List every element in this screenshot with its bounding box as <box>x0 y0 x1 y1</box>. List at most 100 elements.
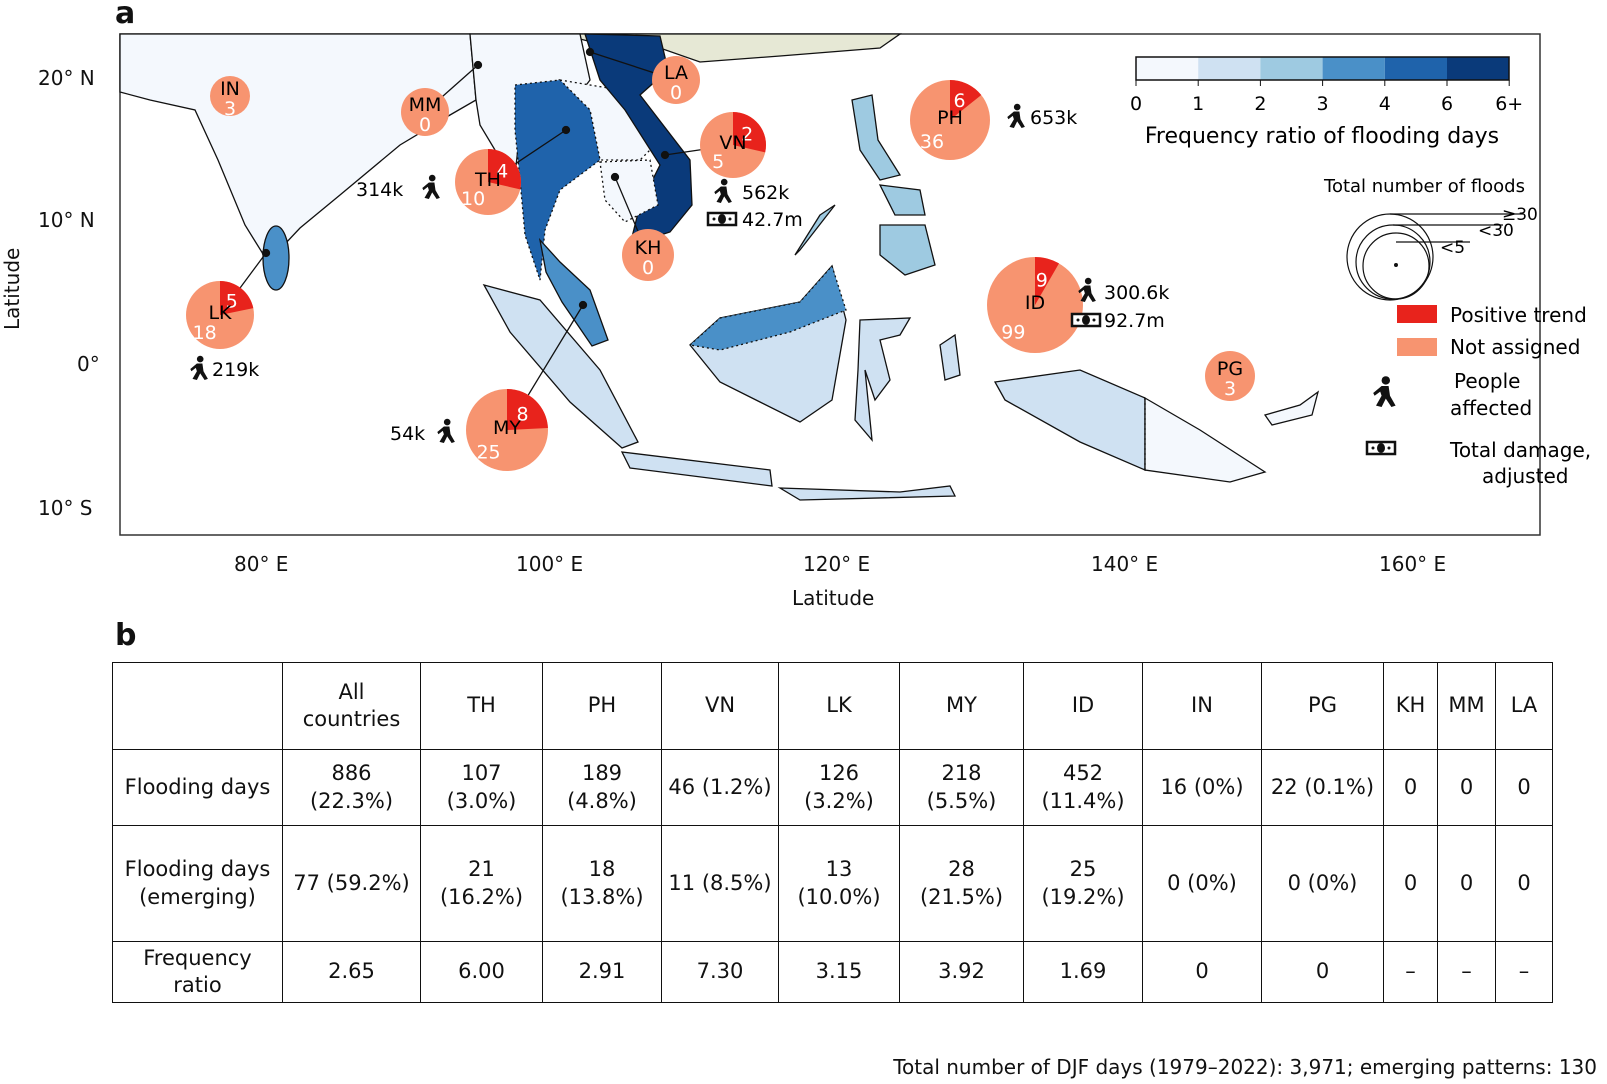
table-cell: 13 (10.0%) <box>778 825 900 942</box>
x-tick: 160° E <box>1379 552 1447 576</box>
colorbar-tick: 2 <box>1254 93 1266 115</box>
pie-kh: KH0 <box>622 229 674 281</box>
positive-count: 6 <box>953 90 965 112</box>
pie-slice-positive-trend <box>950 80 982 120</box>
table-row: Flooding days (emerging) 77 (59.2%) 21 (16… <box>112 825 1553 942</box>
table-cell: 21 (16.2%) <box>420 825 543 942</box>
size-label-lt5: <5 <box>1440 238 1465 258</box>
person-running-icon <box>437 418 455 443</box>
positive-count: 4 <box>496 161 508 183</box>
positive-count: 2 <box>741 124 753 146</box>
column-header: LK <box>778 662 900 750</box>
table-cell: – <box>1383 941 1438 1003</box>
person-running-icon <box>1373 376 1396 407</box>
table-cell: 0 <box>1383 749 1438 826</box>
column-header: All countries <box>282 662 421 750</box>
not-assigned-count: 10 <box>461 188 485 210</box>
maluku <box>939 333 961 381</box>
colorbar-tick: 4 <box>1379 93 1391 115</box>
panel-a-label: a <box>115 0 136 31</box>
country-code: ID <box>1025 292 1045 314</box>
country-code: VN <box>719 132 746 154</box>
table-cell: 452 (11.4%) <box>1023 749 1143 826</box>
country-code: IN <box>220 78 240 100</box>
column-header: VN <box>661 662 779 750</box>
table-cell: 189 (4.8%) <box>542 749 662 826</box>
colorbar: 0 1 2 3 4 6 6+ <box>1130 56 1523 115</box>
table-header-row: All countries TH PH VN LK MY ID IN PG KH MM LA <box>112 662 1553 750</box>
people-affected-label-2: affected <box>1450 396 1532 420</box>
table-cell: 77 (59.2%) <box>282 825 421 942</box>
table-cell: 2.65 <box>282 941 421 1003</box>
not-assigned-count: 5 <box>712 151 724 173</box>
table-cell: – <box>1495 941 1553 1003</box>
table-cell: 18 (13.8%) <box>542 825 662 942</box>
malay-peninsula <box>538 237 609 347</box>
country-code: MM <box>409 94 442 116</box>
not-assigned-count: 18 <box>193 322 217 344</box>
thailand <box>514 79 601 281</box>
x-axis-label: Latitude <box>792 586 875 610</box>
country-code: PG <box>1217 358 1243 380</box>
not-assigned-swatch <box>1397 338 1437 356</box>
table-cell: 22 (0.1%) <box>1261 749 1384 826</box>
new-britain <box>1263 390 1320 426</box>
table-cell: 0 <box>1495 749 1553 826</box>
sumatra <box>482 283 639 449</box>
column-header: KH <box>1383 662 1438 750</box>
country-code: LK <box>208 302 232 324</box>
colorbar-tick: 6 <box>1441 93 1453 115</box>
philippines-luzon <box>851 94 902 181</box>
table-cell: 107 (3.0%) <box>420 749 543 826</box>
column-header <box>112 662 283 750</box>
table-cell: 218 (5.5%) <box>899 749 1024 826</box>
people-affected-value: 54k <box>390 423 425 445</box>
column-header: MY <box>899 662 1024 750</box>
table-cell: 0 (0%) <box>1261 825 1384 942</box>
column-header: IN <box>1142 662 1262 750</box>
colorbar-tick: 3 <box>1317 93 1329 115</box>
pie-slice-positive-trend <box>733 112 766 153</box>
banknote-icon <box>1365 440 1397 456</box>
country-marker <box>585 47 595 57</box>
colorbar-segment <box>1136 57 1199 80</box>
country-marker <box>660 150 670 160</box>
person-running-icon <box>190 355 208 380</box>
table-cell: 0 <box>1437 749 1496 826</box>
colorbar-tick: 0 <box>1130 93 1142 115</box>
pie-slice-not-assigned <box>210 76 250 116</box>
colorbar-tick: 6+ <box>1495 93 1523 115</box>
table-cell: 126 (3.2%) <box>778 749 900 826</box>
table-cell: 6.00 <box>420 941 543 1003</box>
y-tick: 10° S <box>38 496 93 520</box>
size-label-30plus: ≥30 <box>1502 205 1538 225</box>
country-code: TH <box>474 169 501 191</box>
size-legend <box>1346 213 1523 301</box>
table-cell: 0 (0%) <box>1142 825 1262 942</box>
column-header: LA <box>1495 662 1553 750</box>
y-tick: 20° N <box>38 66 95 90</box>
people-affected-value: 653k <box>1030 107 1077 129</box>
total-damage-value: 92.7m <box>1104 310 1165 332</box>
sri-lanka <box>262 225 290 291</box>
y-tick: 0° <box>77 352 100 376</box>
philippines-visayas <box>878 184 926 216</box>
people-affected-value: 314k <box>356 179 403 201</box>
philippines-palawan <box>794 204 836 256</box>
row-label: Frequency ratio <box>112 941 283 1003</box>
table-cell: 886 (22.3%) <box>282 749 421 826</box>
pie-slice-not-assigned <box>401 88 449 136</box>
people-affected-label-1: People <box>1454 369 1520 393</box>
table-footnote: Total number of DJF days (1979–2022): 3,… <box>893 1055 1597 1079</box>
table-cell: – <box>1437 941 1496 1003</box>
not-assigned-count: 0 <box>670 82 682 104</box>
table-cell: 16 (0%) <box>1142 749 1262 826</box>
pie-slice-positive-trend <box>1035 257 1059 305</box>
country-code: MY <box>493 417 521 439</box>
pie-slice-positive-trend <box>220 281 254 315</box>
